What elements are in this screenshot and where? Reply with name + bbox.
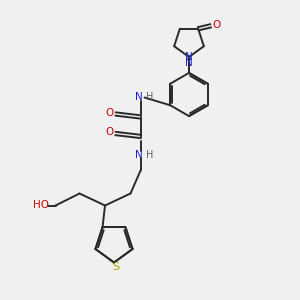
Text: S: S	[112, 262, 119, 272]
Text: O: O	[213, 20, 221, 30]
Text: O: O	[105, 127, 114, 137]
Text: O: O	[105, 107, 114, 118]
Text: N: N	[185, 58, 193, 68]
Text: N: N	[185, 52, 193, 62]
Text: H: H	[146, 149, 153, 160]
Text: HO: HO	[32, 200, 49, 211]
Text: N: N	[135, 92, 142, 103]
Text: H: H	[146, 92, 153, 103]
Text: N: N	[135, 149, 142, 160]
